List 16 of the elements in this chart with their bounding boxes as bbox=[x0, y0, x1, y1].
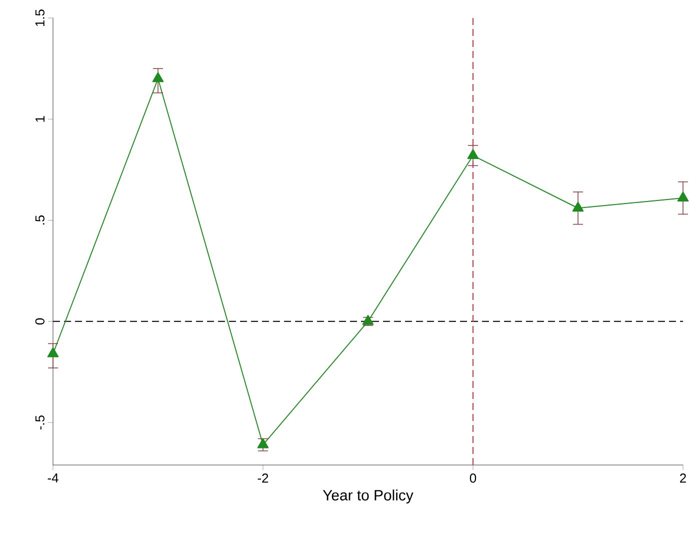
point bbox=[257, 438, 269, 448]
point bbox=[152, 72, 164, 82]
point bbox=[572, 202, 584, 212]
x-tick-label: 2 bbox=[680, 474, 686, 483]
y-tick-label: -.5 bbox=[35, 416, 44, 430]
x-tick-label: -2 bbox=[258, 474, 268, 483]
point bbox=[677, 192, 689, 202]
y-tick-label: 1 bbox=[36, 116, 44, 122]
point bbox=[47, 347, 59, 358]
x-tick-label: -4 bbox=[48, 474, 58, 482]
point bbox=[467, 149, 479, 160]
y-tick-label: .5 bbox=[35, 215, 44, 224]
x-axis-title: Year to Policy bbox=[322, 490, 414, 504]
x-tick-label: 0 bbox=[470, 474, 476, 483]
y-tick-label: 0 bbox=[35, 318, 44, 324]
y-tick-label: 1.5 bbox=[35, 10, 44, 26]
